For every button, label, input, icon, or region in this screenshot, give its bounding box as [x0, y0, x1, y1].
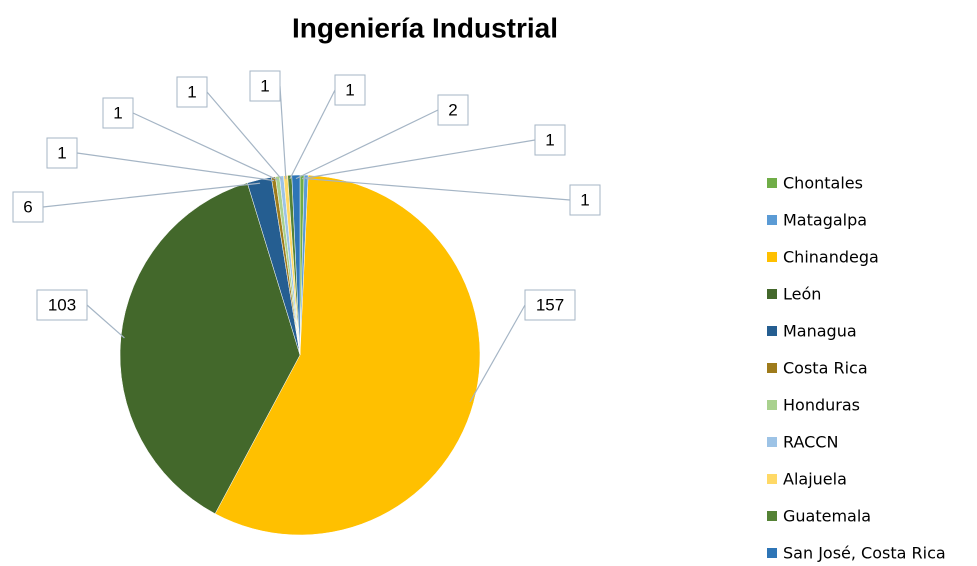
legend-label: San José, Costa Rica	[783, 544, 946, 563]
legend-label: Managua	[783, 322, 857, 341]
label-box	[569, 184, 601, 216]
data-label: 157	[536, 295, 564, 314]
data-label: 1	[345, 80, 354, 99]
data-label: 1	[260, 76, 269, 95]
legend-swatch	[767, 363, 777, 373]
data-label: 1	[57, 143, 66, 162]
legend-label: Chontales	[783, 174, 863, 193]
leader-line	[42, 182, 261, 208]
label-box	[334, 74, 366, 106]
leader-line	[76, 152, 274, 182]
legend-label: Honduras	[783, 396, 860, 415]
data-label: 1	[545, 130, 554, 149]
leader-line	[86, 304, 125, 339]
legend-swatch	[767, 400, 777, 410]
legend-label: RACCN	[783, 433, 838, 452]
legend-swatch	[767, 326, 777, 336]
data-label: 1	[187, 82, 196, 101]
data-label: 1	[113, 103, 122, 122]
label-box	[12, 191, 44, 223]
leader-line	[301, 139, 536, 180]
leader-line	[289, 89, 336, 180]
pie-slice	[119, 182, 301, 515]
leader-line	[295, 109, 439, 180]
data-label: 2	[448, 100, 457, 119]
legend-swatch	[767, 252, 777, 262]
label-box	[534, 124, 566, 156]
pie-slice	[214, 174, 481, 536]
legend-swatch	[767, 511, 777, 521]
legend-swatch	[767, 548, 777, 558]
data-label: 6	[23, 197, 32, 216]
leader-line	[206, 91, 283, 180]
label-box	[437, 94, 469, 126]
label-box	[176, 76, 208, 108]
legend-swatch	[767, 178, 777, 188]
legend-swatch	[767, 437, 777, 447]
leader-line	[132, 112, 279, 181]
legend-label: Chinandega	[783, 248, 879, 267]
legend-swatch	[767, 289, 777, 299]
data-label: 1	[580, 190, 589, 209]
legend-label: Alajuela	[783, 470, 847, 489]
legend-swatch	[767, 215, 777, 225]
legend-label: Guatemala	[783, 507, 871, 526]
label-box	[46, 137, 78, 169]
legend-label: Matagalpa	[783, 211, 867, 230]
label-box	[36, 289, 88, 321]
label-box	[524, 289, 576, 321]
legend-label: León	[783, 285, 821, 304]
data-label: 103	[48, 295, 76, 314]
leader-line	[469, 304, 526, 403]
legend-label: Costa Rica	[783, 359, 868, 378]
label-box	[102, 97, 134, 129]
chart-title: Ingeniería Industrial	[292, 12, 558, 43]
leader-line	[279, 85, 287, 180]
leader-line	[305, 178, 571, 201]
label-box	[249, 70, 281, 102]
legend-swatch	[767, 474, 777, 484]
